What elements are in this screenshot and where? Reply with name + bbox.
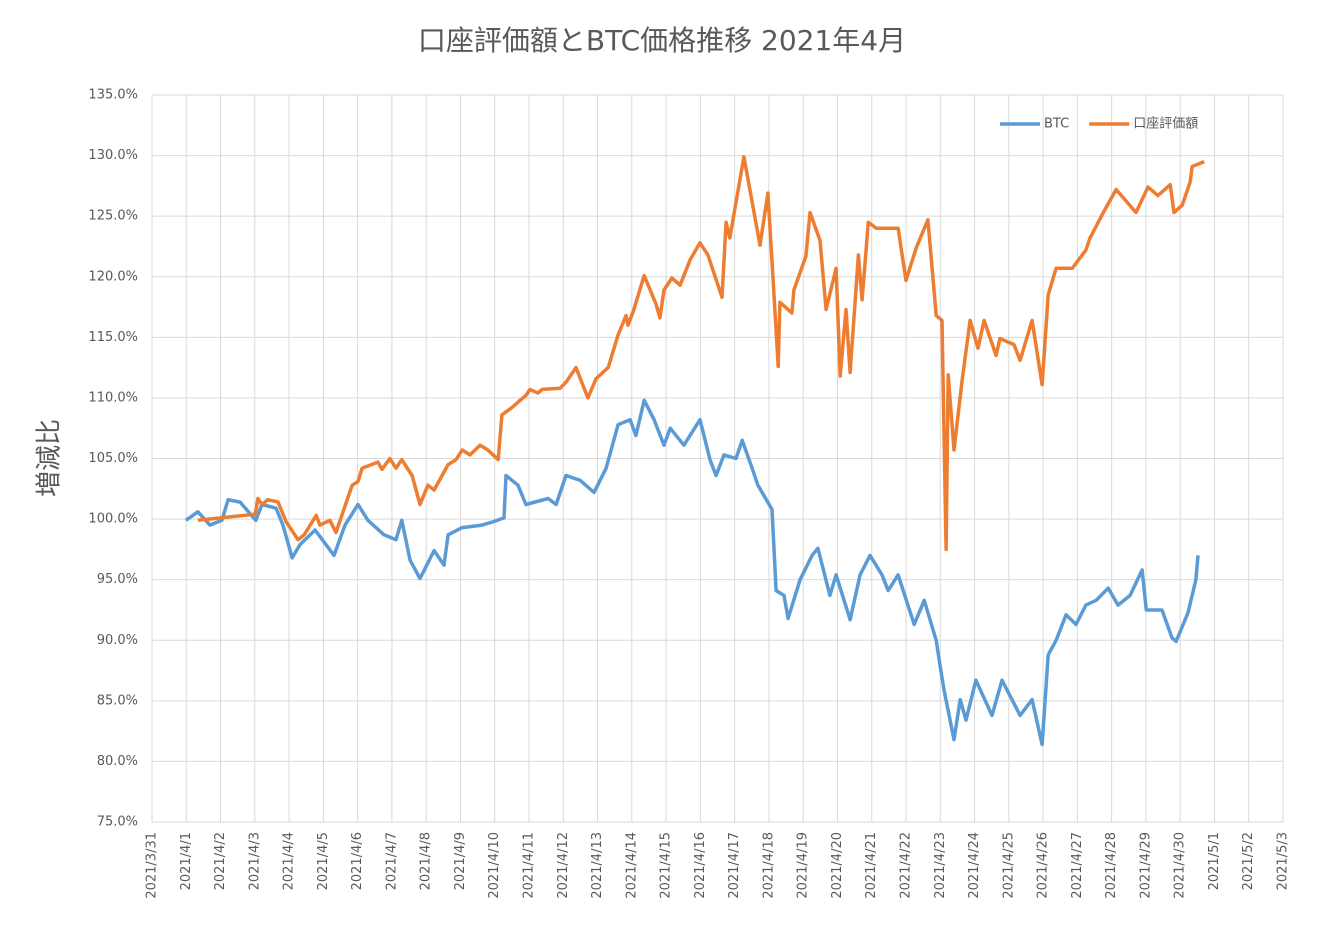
legend-label: 口座評価額 bbox=[1133, 117, 1198, 132]
x-tick-label: 2021/4/20 bbox=[830, 832, 845, 899]
x-tick-label: 2021/4/11 bbox=[522, 832, 537, 899]
x-tick-label: 2021/4/21 bbox=[864, 832, 879, 899]
x-tick-label: 2021/4/27 bbox=[1070, 832, 1085, 899]
y-tick-label: 135.0% bbox=[88, 88, 138, 103]
x-tick-label: 2021/4/2 bbox=[213, 832, 228, 890]
y-tick-label: 75.0% bbox=[97, 815, 138, 830]
x-tick-label: 2021/4/6 bbox=[350, 832, 365, 890]
y-tick-label: 95.0% bbox=[97, 572, 138, 587]
x-tick-label: 2021/5/3 bbox=[1276, 832, 1291, 890]
x-tick-label: 2021/4/18 bbox=[761, 832, 776, 899]
x-tick-label: 2021/4/25 bbox=[1001, 832, 1016, 899]
data-line bbox=[184, 398, 1200, 747]
x-tick-label: 2021/4/14 bbox=[624, 832, 639, 899]
chart-title: 口座評価額とBTC価格推移 2021年4月 bbox=[418, 24, 906, 57]
x-tick-label: 2021/4/26 bbox=[1036, 832, 1051, 899]
x-tick-label: 2021/4/16 bbox=[693, 832, 708, 899]
x-tick-label: 2021/4/9 bbox=[453, 832, 468, 890]
x-tick-label: 2021/3/31 bbox=[145, 832, 160, 899]
y-axis-label: 増減比 bbox=[35, 419, 65, 497]
x-tick-label: 2021/5/1 bbox=[1207, 832, 1222, 890]
y-tick-label: 100.0% bbox=[88, 512, 138, 527]
y-tick-label: 80.0% bbox=[97, 754, 138, 769]
x-tick-label: 2021/5/2 bbox=[1241, 832, 1256, 890]
x-tick-label: 2021/4/13 bbox=[590, 832, 605, 899]
data-line bbox=[197, 155, 1205, 552]
x-tick-label: 2021/4/30 bbox=[1173, 832, 1188, 899]
x-tick-label: 2021/4/29 bbox=[1138, 832, 1153, 899]
x-tick-label: 2021/4/8 bbox=[419, 832, 434, 890]
y-tick-label: 110.0% bbox=[88, 390, 138, 405]
y-tick-label: 125.0% bbox=[88, 209, 138, 224]
x-tick-label: 2021/4/5 bbox=[316, 832, 331, 890]
x-tick-label: 2021/4/17 bbox=[727, 832, 742, 899]
x-tick-label: 2021/4/23 bbox=[933, 832, 948, 899]
y-tick-label: 105.0% bbox=[88, 451, 138, 466]
x-tick-label: 2021/4/7 bbox=[384, 832, 399, 890]
x-tick-label: 2021/4/1 bbox=[179, 832, 194, 890]
y-tick-label: 115.0% bbox=[88, 330, 138, 345]
x-tick-label: 2021/4/24 bbox=[967, 832, 982, 899]
y-tick-label: 90.0% bbox=[97, 633, 138, 648]
x-tick-label: 2021/4/4 bbox=[282, 832, 297, 890]
y-tick-label: 120.0% bbox=[88, 269, 138, 284]
x-tick-label: 2021/4/3 bbox=[247, 832, 262, 890]
legend-label: BTC bbox=[1044, 117, 1069, 132]
x-tick-label: 2021/4/15 bbox=[659, 832, 674, 899]
y-tick-label: 85.0% bbox=[97, 693, 138, 708]
x-tick-label: 2021/4/10 bbox=[487, 832, 502, 899]
x-tick-label: 2021/4/12 bbox=[556, 832, 571, 899]
y-tick-label: 130.0% bbox=[88, 148, 138, 163]
x-tick-label: 2021/4/19 bbox=[796, 832, 811, 899]
x-tick-label: 2021/4/28 bbox=[1104, 832, 1119, 899]
x-tick-label: 2021/4/22 bbox=[899, 832, 914, 899]
